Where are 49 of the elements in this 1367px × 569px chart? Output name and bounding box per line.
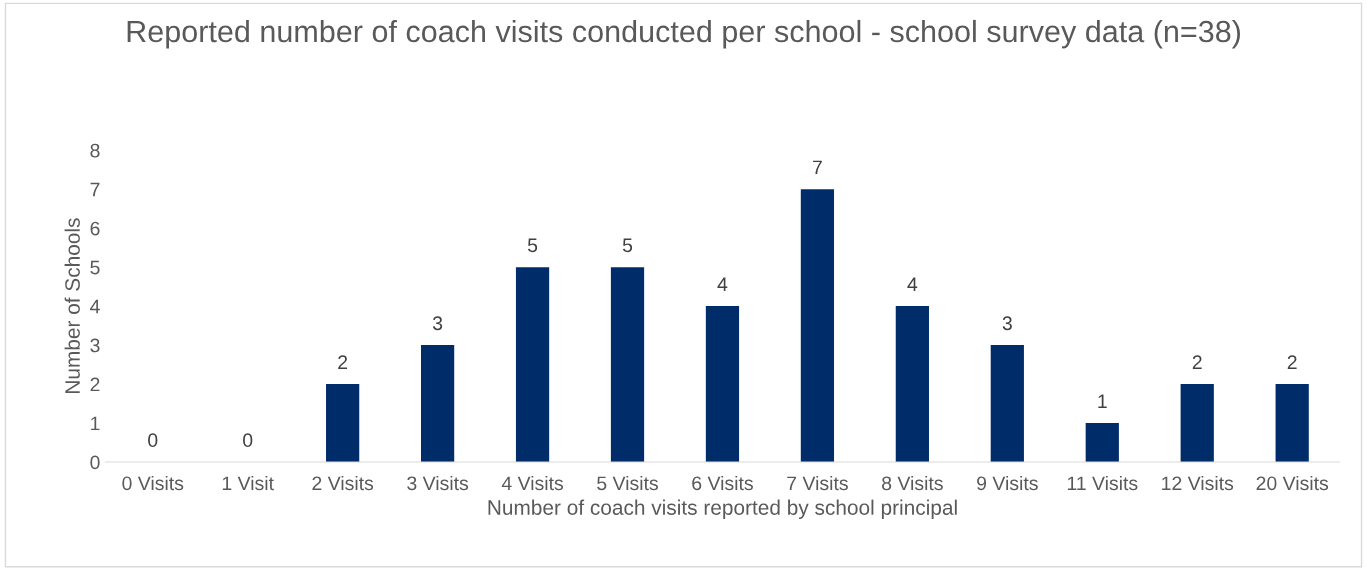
x-tick-label: 12 Visits <box>1162 475 1234 491</box>
x-tick-label: 2 Visits <box>312 475 374 491</box>
x-tick-label: 7 Visits <box>787 475 848 491</box>
bar <box>515 267 550 463</box>
y-tick-label: 5 <box>90 260 100 275</box>
y-tick-label: 4 <box>90 299 100 314</box>
x-tick-label: 3 Visits <box>407 475 469 491</box>
data-label: 5 <box>527 238 538 253</box>
y-axis-title: Number of Schools <box>64 218 80 393</box>
data-label: 0 <box>148 433 158 448</box>
x-tick-label: 4 Visits <box>501 475 564 491</box>
data-label: 4 <box>907 277 918 291</box>
x-tick-label: 1 Visit <box>222 475 274 491</box>
bar <box>895 306 929 463</box>
y-tick-label: 7 <box>90 182 100 197</box>
y-tick-label: 0 <box>90 455 100 470</box>
y-tick-label: 6 <box>90 221 100 236</box>
bar <box>705 306 740 463</box>
x-tick-label: 6 Visits <box>692 475 753 491</box>
data-label: 3 <box>432 316 443 331</box>
data-label: 2 <box>1287 355 1297 369</box>
bar <box>610 267 645 463</box>
y-tick-label: 1 <box>91 416 100 431</box>
bar <box>1180 384 1214 463</box>
x-tick-label: 8 Visits <box>882 475 943 491</box>
data-label: 3 <box>1002 316 1012 331</box>
y-tick-label: 8 <box>90 143 100 158</box>
x-tick-label: 0 Visits <box>122 475 184 491</box>
bar <box>420 345 455 463</box>
x-tick-label: 11 Visits <box>1067 475 1138 491</box>
bar <box>326 384 360 463</box>
bar <box>800 189 835 463</box>
data-label: 5 <box>622 238 633 253</box>
chart-title: Reported number of coach visits conducted per school - school survey data (n=38) <box>127 19 1240 49</box>
y-tick-label: 2 <box>90 377 100 392</box>
data-label: 1 <box>1098 394 1107 408</box>
data-label: 2 <box>338 355 348 369</box>
y-tick-label: 3 <box>90 338 100 353</box>
data-label: 7 <box>813 160 822 175</box>
bar <box>1275 384 1309 463</box>
bar <box>990 345 1024 463</box>
x-tick-label: 20 Visits <box>1256 475 1329 491</box>
x-axis-title: Number of coach visits reported by school principal <box>488 499 957 520</box>
x-tick-label: 9 Visits <box>977 475 1038 491</box>
data-label: 4 <box>717 277 728 291</box>
data-label: 2 <box>1192 355 1202 369</box>
bar <box>1085 423 1119 463</box>
x-tick-label: 5 Visits <box>597 475 658 491</box>
data-label: 0 <box>243 433 253 448</box>
